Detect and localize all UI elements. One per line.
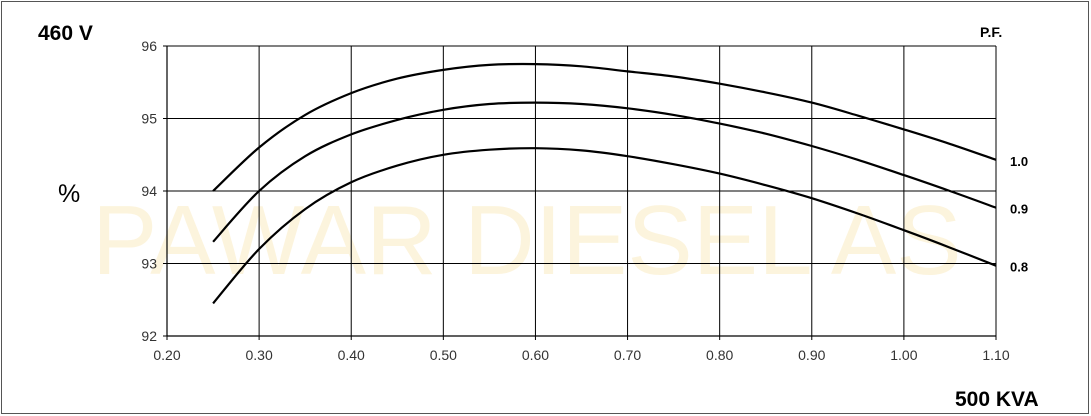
x-tick-label: 0.50 <box>430 347 457 363</box>
voltage-label: 460 V <box>38 22 93 45</box>
x-tick-label: 0.70 <box>614 347 641 363</box>
series-line-pf-0-8 <box>212 147 997 305</box>
y-tick-label: 93 <box>141 256 157 272</box>
grid <box>167 45 997 336</box>
x-tick-label: 0.30 <box>245 347 272 363</box>
series-label-pf-1-0: 1.0 <box>1010 154 1028 169</box>
series-label-pf-0-9: 0.9 <box>1010 202 1028 217</box>
power-factor-header: P.F. <box>980 24 1003 40</box>
x-tick-label: 0.90 <box>798 347 825 363</box>
rating-label: 500 KVA <box>955 388 1039 411</box>
x-tick-label: 1.10 <box>982 347 1009 363</box>
x-tick-label: 0.20 <box>153 347 180 363</box>
axes <box>163 45 997 340</box>
y-tick-label: 96 <box>141 38 157 54</box>
y-tick-label: 92 <box>141 328 157 344</box>
series-labels: 1.0 0.9 0.8 <box>1010 154 1028 275</box>
series-line-pf-0-9 <box>212 101 997 243</box>
x-tick-label: 0.60 <box>522 347 549 363</box>
series-line-pf-1-0 <box>212 62 997 192</box>
series-lines <box>212 62 997 305</box>
y-tick-label: 95 <box>141 111 157 127</box>
x-tick-label: 0.40 <box>338 347 365 363</box>
y-tick-label: 94 <box>141 183 157 199</box>
x-tick-label: 1.00 <box>890 347 917 363</box>
series-label-pf-0-8: 0.8 <box>1010 260 1028 275</box>
watermark: PAWAR DIESEL AS <box>92 185 962 295</box>
tick-labels: 0.20 0.30 0.40 0.50 0.60 0.70 0.80 0.90 1.00 1.10… <box>141 38 1009 363</box>
x-tick-label: 0.80 <box>706 347 733 363</box>
watermark-text: PAWAR DIESEL AS <box>92 185 962 295</box>
y-axis-unit: % <box>58 180 81 208</box>
